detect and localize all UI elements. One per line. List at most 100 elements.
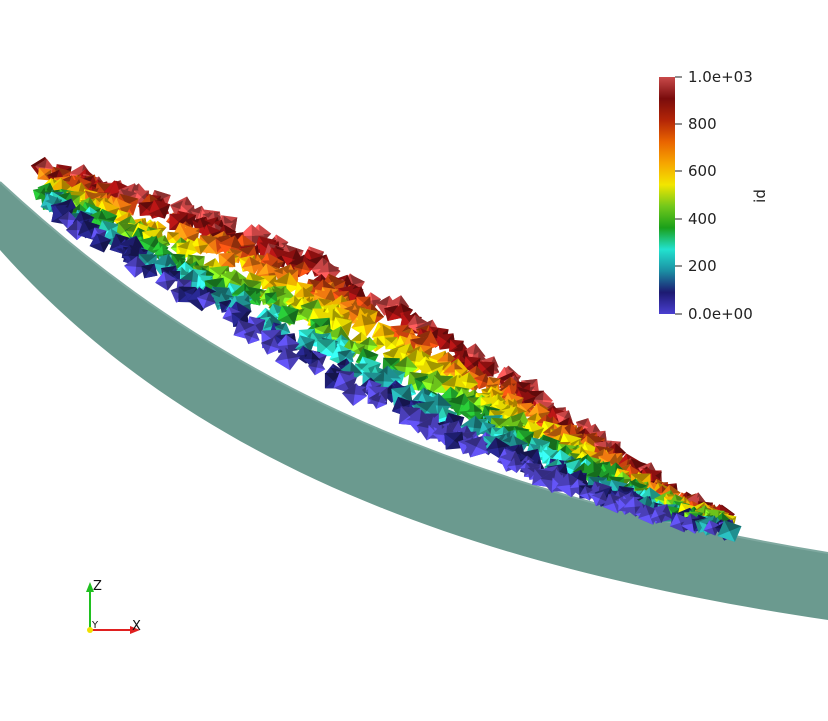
particle-facet <box>470 446 489 458</box>
particle-facet <box>187 232 200 249</box>
particle-facet <box>333 372 346 388</box>
particle-facet <box>171 253 186 261</box>
particle-facet <box>459 431 477 440</box>
particle-facet <box>238 246 255 255</box>
particle-facet <box>384 305 399 314</box>
particle-facet <box>261 337 274 346</box>
particle-facet <box>294 281 304 297</box>
particle-facet <box>464 436 483 447</box>
particle-facet <box>139 240 151 256</box>
particle-facet <box>44 201 54 213</box>
particle-facet <box>294 345 305 357</box>
particle-facet <box>448 412 465 423</box>
particle-facet <box>257 263 269 276</box>
particle-facet <box>299 269 311 277</box>
particle-facet <box>527 403 539 416</box>
particle-facet <box>51 205 63 222</box>
particle-facet <box>618 498 626 511</box>
particle-facet <box>296 314 308 321</box>
particle-facet <box>350 361 363 374</box>
particle-facet <box>383 357 400 366</box>
particle-facet <box>174 256 186 263</box>
particle-facet <box>124 265 137 278</box>
particle-facet <box>599 491 609 503</box>
particle-facet <box>356 286 367 300</box>
particle-facet <box>337 349 351 357</box>
particle-facet <box>551 477 560 492</box>
particle-facet <box>453 344 464 353</box>
particle-facet <box>415 356 426 366</box>
particle-facet <box>428 425 436 439</box>
particle-facet <box>387 313 402 321</box>
particle-pile <box>30 156 742 542</box>
particle-facet <box>463 356 473 370</box>
particle-facet <box>303 287 315 298</box>
particle-facet <box>277 305 288 321</box>
particle-facet <box>308 278 327 290</box>
particle-facet <box>318 298 333 306</box>
particle-facet <box>724 520 742 532</box>
particle-facet <box>534 468 553 478</box>
particle-facet <box>257 254 269 261</box>
particle-facet <box>218 253 227 268</box>
particle-facet <box>486 362 495 377</box>
particle-facet <box>375 295 390 306</box>
particle-facet <box>437 393 452 406</box>
particle-facet <box>241 265 255 275</box>
particle-facet <box>569 452 583 460</box>
particle-facet <box>527 466 541 474</box>
particle-facet <box>307 308 320 326</box>
particle-facet <box>303 358 312 367</box>
particle-facet <box>502 435 513 443</box>
particle-facet <box>313 333 327 341</box>
particle-facet <box>466 372 479 384</box>
particle-facet <box>491 417 509 426</box>
particle-facet <box>65 220 78 231</box>
particle-facet <box>345 377 357 394</box>
particle-facet <box>266 298 278 304</box>
particle-facet <box>506 411 524 423</box>
particle-facet <box>608 476 625 485</box>
particle-facet <box>249 256 262 266</box>
particle-facet <box>327 261 341 272</box>
particle-facet <box>122 255 131 264</box>
particle-facet <box>274 322 286 330</box>
particle-facet <box>406 420 420 434</box>
particle-facet <box>120 188 137 199</box>
particle-facet <box>58 211 69 220</box>
particle-facet <box>401 386 413 404</box>
particle-facet <box>631 458 648 469</box>
particle-facet <box>153 245 164 256</box>
particle-facet <box>703 520 713 531</box>
particle-facet <box>586 434 606 445</box>
particle-facet <box>184 249 198 259</box>
particle-facet <box>166 237 178 244</box>
particle-facet <box>591 495 600 507</box>
particle-facet <box>328 276 346 287</box>
particle-facet <box>165 279 177 291</box>
particle-facet <box>363 348 379 359</box>
particle-facet <box>77 230 95 241</box>
particle-facet <box>273 272 290 285</box>
particle-facet <box>525 462 542 471</box>
particle-facet <box>382 348 399 358</box>
particle-facet <box>229 248 243 256</box>
particle-facet <box>215 236 231 245</box>
particle-facet <box>513 444 522 457</box>
particle-facet <box>342 383 357 395</box>
particle-facet <box>127 247 140 257</box>
particle-facet <box>458 400 470 412</box>
particle-facet <box>167 231 180 238</box>
particle-facet <box>438 386 452 399</box>
particle-facet <box>602 503 618 514</box>
particle-facet <box>398 396 414 407</box>
particle-facet <box>437 335 447 350</box>
particle-facet <box>101 220 120 231</box>
particle-facet <box>491 388 504 397</box>
particle-facet <box>184 291 193 303</box>
particle-facet <box>661 504 673 519</box>
particle-facet <box>144 270 158 279</box>
particle-facet <box>400 406 421 416</box>
particle-facet <box>414 314 428 324</box>
